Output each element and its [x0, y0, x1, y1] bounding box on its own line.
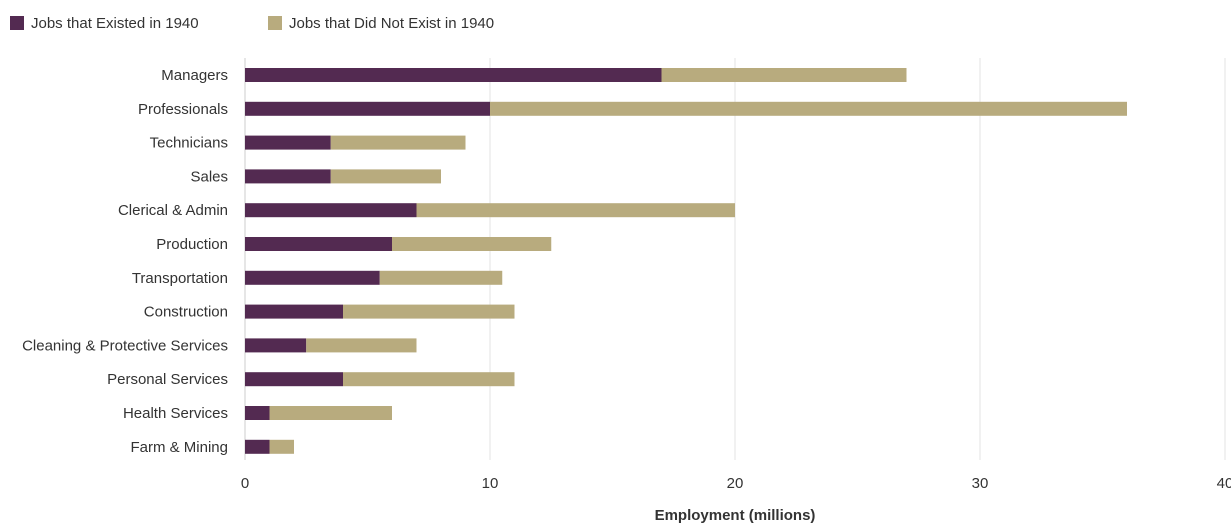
- x-tick-label: 0: [241, 475, 249, 492]
- category-label: Technicians: [150, 135, 228, 152]
- bar-existed-1940: [245, 338, 307, 353]
- category-label: Health Services: [123, 405, 228, 422]
- x-tick-label: 30: [972, 475, 989, 492]
- category-labels: Managers Professionals Technicians Sales Cle…: [22, 67, 228, 456]
- legend: Jobs that Existed in 1940 Jobs that Did N…: [10, 15, 494, 32]
- bar-did-not-exist-1940: [661, 68, 907, 82]
- category-label: Transportation: [132, 270, 228, 287]
- bar-did-not-exist-1940: [490, 101, 1127, 116]
- bar-did-not-exist-1940: [416, 203, 735, 218]
- bar-existed-1940: [245, 135, 331, 150]
- legend-label: Jobs that Existed in 1940: [31, 15, 199, 32]
- bar-existed-1940: [245, 406, 270, 420]
- category-label: Cleaning & Protective Services: [22, 337, 228, 354]
- bar-existed-1940: [245, 101, 490, 116]
- x-tick-label: 20: [727, 475, 744, 492]
- bar-did-not-exist-1940: [343, 304, 515, 319]
- category-label: Managers: [161, 67, 228, 84]
- bar-did-not-exist-1940: [392, 237, 552, 251]
- bar-did-not-exist-1940: [343, 372, 515, 387]
- bar-did-not-exist-1940: [306, 338, 417, 353]
- bar-did-not-exist-1940: [379, 270, 503, 285]
- bars: [245, 68, 1127, 454]
- x-tick-label: 40: [1217, 475, 1231, 492]
- category-label: Farm & Mining: [130, 439, 228, 456]
- bar-did-not-exist-1940: [269, 439, 294, 454]
- bar-existed-1940: [245, 203, 417, 218]
- category-label: Professionals: [138, 101, 228, 118]
- category-label: Clerical & Admin: [118, 202, 228, 219]
- bar-existed-1940: [245, 68, 662, 82]
- x-axis-title: Employment (millions): [655, 507, 816, 524]
- bar-existed-1940: [245, 439, 270, 454]
- legend-label: Jobs that Did Not Exist in 1940: [289, 15, 494, 32]
- category-label: Personal Services: [107, 371, 228, 388]
- category-label: Sales: [190, 168, 228, 185]
- bar-did-not-exist-1940: [269, 406, 392, 420]
- category-label: Production: [156, 236, 228, 253]
- bar-existed-1940: [245, 304, 343, 319]
- category-label: Construction: [144, 304, 228, 321]
- x-axis-ticks: 0 10 20 30 40: [241, 475, 1231, 492]
- bar-did-not-exist-1940: [330, 169, 441, 184]
- bar-existed-1940: [245, 169, 331, 184]
- bar-did-not-exist-1940: [330, 135, 466, 150]
- gridlines: [244, 58, 1226, 460]
- bar-existed-1940: [245, 270, 380, 285]
- legend-swatch: [10, 16, 24, 30]
- legend-swatch: [268, 16, 282, 30]
- bar-existed-1940: [245, 237, 392, 251]
- bar-existed-1940: [245, 372, 343, 387]
- x-tick-label: 10: [482, 475, 499, 492]
